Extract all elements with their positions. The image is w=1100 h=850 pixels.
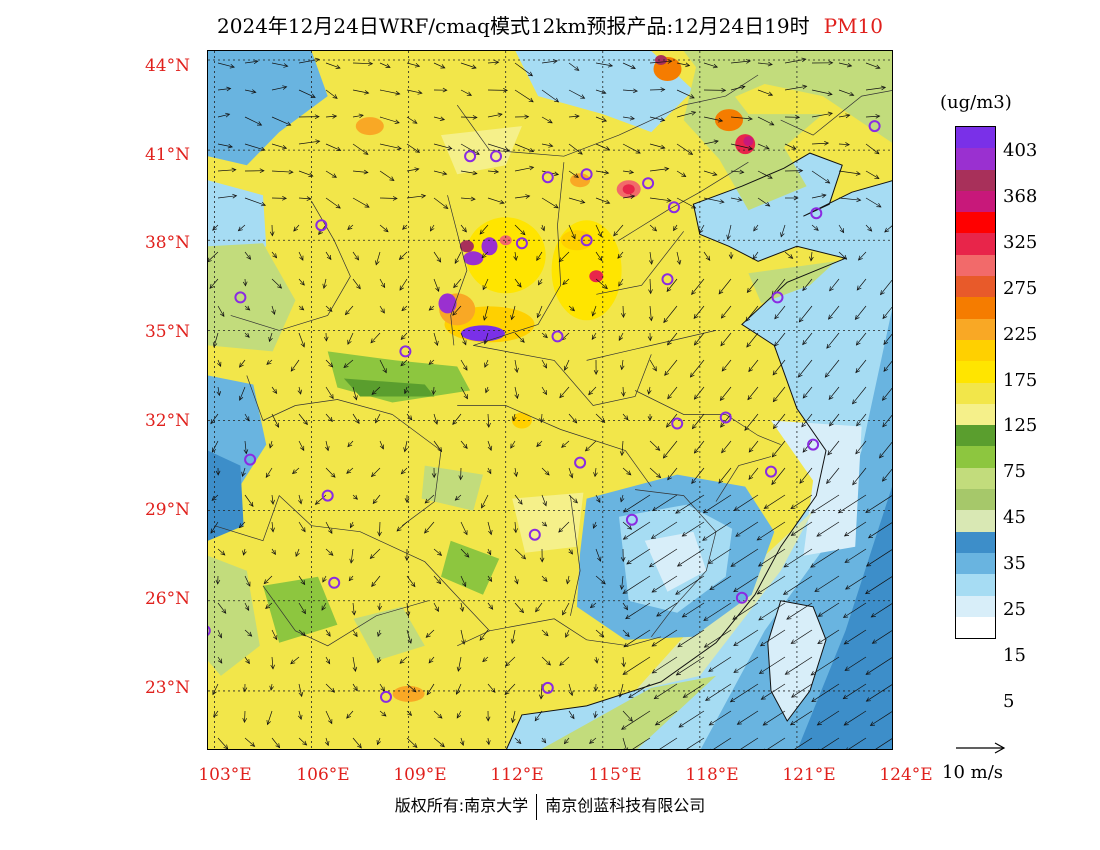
legend-tick-label: 35 bbox=[1003, 553, 1026, 574]
pollution-hotspot bbox=[570, 173, 590, 187]
lat-label: 32°N bbox=[120, 411, 190, 431]
legend-tick-label: 275 bbox=[1003, 278, 1037, 299]
legend-swatch bbox=[955, 404, 996, 425]
lat-label: 44°N bbox=[120, 56, 190, 76]
lat-label: 38°N bbox=[120, 233, 190, 253]
legend-tick-label: 175 bbox=[1003, 370, 1037, 391]
legend-swatch bbox=[955, 212, 996, 233]
legend-swatch bbox=[955, 510, 996, 531]
title-main: 2024年12月24日WRF/cmaq模式12km预报产品:12月24日19时 bbox=[217, 14, 810, 38]
pollution-hotspot bbox=[589, 270, 603, 282]
vector-scale-label: 10 m/s bbox=[942, 762, 1003, 783]
lon-label: 109°E bbox=[380, 765, 460, 785]
legend-swatch bbox=[955, 383, 996, 404]
title-variable: PM10 bbox=[824, 14, 883, 38]
lon-label: 124°E bbox=[866, 765, 946, 785]
lat-label: 35°N bbox=[120, 322, 190, 342]
legend-swatch bbox=[955, 468, 996, 489]
pollution-hotspot bbox=[655, 55, 667, 65]
legend-swatch bbox=[955, 233, 996, 254]
legend-tick-label: 225 bbox=[1003, 324, 1037, 345]
legend-swatch bbox=[955, 276, 996, 297]
legend-tick-label: 325 bbox=[1003, 232, 1037, 253]
pm10-forecast-map[interactable] bbox=[207, 50, 893, 750]
lon-label: 121°E bbox=[769, 765, 849, 785]
legend-tick-label: 5 bbox=[1003, 691, 1014, 712]
legend-swatch bbox=[955, 489, 996, 510]
lon-label: 103°E bbox=[185, 765, 265, 785]
pollution-hotspot bbox=[356, 117, 384, 135]
legend-tick-label: 403 bbox=[1003, 140, 1037, 161]
legend-swatch bbox=[955, 425, 996, 446]
lat-label: 26°N bbox=[120, 589, 190, 609]
lon-label: 112°E bbox=[477, 765, 557, 785]
legend-swatch bbox=[955, 574, 996, 595]
legend-swatch bbox=[955, 255, 996, 276]
lat-label: 29°N bbox=[120, 500, 190, 520]
legend-tick-label: 125 bbox=[1003, 415, 1037, 436]
pollution-hotspot bbox=[463, 251, 483, 265]
legend-swatch bbox=[955, 340, 996, 361]
legend-unit: (ug/m3) bbox=[940, 92, 1012, 113]
pollution-hotspot bbox=[439, 293, 457, 313]
legend-swatch bbox=[955, 532, 996, 553]
lat-label: 23°N bbox=[120, 678, 190, 698]
legend-swatch bbox=[955, 361, 996, 382]
legend-swatch bbox=[955, 148, 996, 169]
lat-label: 41°N bbox=[120, 145, 190, 165]
lon-label: 115°E bbox=[575, 765, 655, 785]
pollution-hotspot bbox=[461, 325, 505, 341]
legend-swatch bbox=[955, 319, 996, 340]
legend-swatch bbox=[955, 170, 996, 191]
legend-swatch bbox=[955, 126, 996, 148]
legend-swatch bbox=[955, 191, 996, 212]
color-legend bbox=[955, 126, 996, 639]
legend-tick-label: 75 bbox=[1003, 461, 1026, 482]
chart-title: 2024年12月24日WRF/cmaq模式12km预报产品:12月24日19时 P… bbox=[0, 10, 1100, 39]
copyright-footer: 版权所有:南京大学 南京创蓝科技有限公司 bbox=[0, 792, 1100, 820]
legend-swatch bbox=[955, 297, 996, 318]
reference-arrow-icon bbox=[955, 738, 1007, 754]
legend-swatch bbox=[955, 446, 996, 467]
copyright-left: 版权所有:南京大学 bbox=[395, 796, 528, 815]
lon-label: 106°E bbox=[283, 765, 363, 785]
lon-label: 118°E bbox=[672, 765, 752, 785]
copyright-right: 南京创蓝科技有限公司 bbox=[545, 796, 705, 815]
pollution-hotspot bbox=[623, 184, 635, 194]
legend-tick-label: 368 bbox=[1003, 186, 1037, 207]
pollution-hotspot bbox=[743, 136, 753, 146]
legend-swatch bbox=[955, 596, 996, 617]
legend-tick-label: 15 bbox=[1003, 645, 1026, 666]
legend-swatch bbox=[955, 553, 996, 574]
pollution-hotspot bbox=[393, 686, 425, 702]
map-canvas bbox=[208, 51, 893, 750]
legend-swatch bbox=[955, 617, 996, 639]
separator bbox=[536, 794, 537, 820]
legend-tick-label: 45 bbox=[1003, 507, 1026, 528]
legend-tick-label: 25 bbox=[1003, 599, 1026, 620]
